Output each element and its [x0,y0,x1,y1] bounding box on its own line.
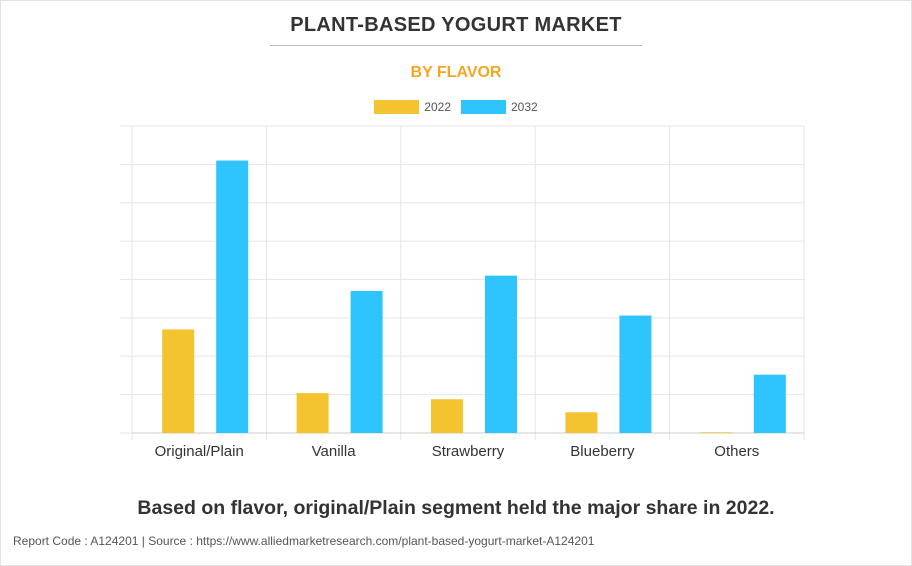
legend-label-2032: 2032 [511,100,538,114]
bar-2032-others [753,374,786,433]
bar-2022-others [699,432,732,434]
x-tick-label: Others [714,443,759,460]
bar-2022-blueberry [565,412,598,433]
chart-title: PLANT-BASED YOGURT MARKET [290,14,622,36]
legend-item-2022[interactable]: 2022 [374,100,451,114]
bar-2022-vanilla [296,393,329,433]
x-tick-label: Strawberry [432,443,505,460]
legend-label-2022: 2022 [424,100,451,114]
bar-2022-strawberry [431,399,463,433]
title-divider [270,45,642,46]
x-tick-label: Original/Plain [155,443,244,460]
bar-2032-strawberry [485,275,517,433]
bar-2032-blueberry [619,315,652,433]
source-footer: Report Code : A124201 | Source : https:/… [13,534,595,548]
chart-caption: Based on flavor, original/Plain segment … [137,497,775,519]
bar-2032-original-plain [216,160,249,433]
legend-swatch-2022 [374,100,420,114]
chart-subtitle: BY FLAVOR [410,64,502,81]
bar-chart: Original/Plain Vanilla Strawberry Blueberry… [120,125,805,460]
legend-swatch-2032 [461,100,506,114]
bar-2022-original-plain [162,329,195,433]
x-tick-label: Blueberry [570,443,635,460]
x-tick-label: Vanilla [312,443,357,460]
legend-item-2032[interactable]: 2032 [461,100,538,114]
legend: 2022 2032 [0,100,912,114]
bar-2032-vanilla [350,291,383,433]
